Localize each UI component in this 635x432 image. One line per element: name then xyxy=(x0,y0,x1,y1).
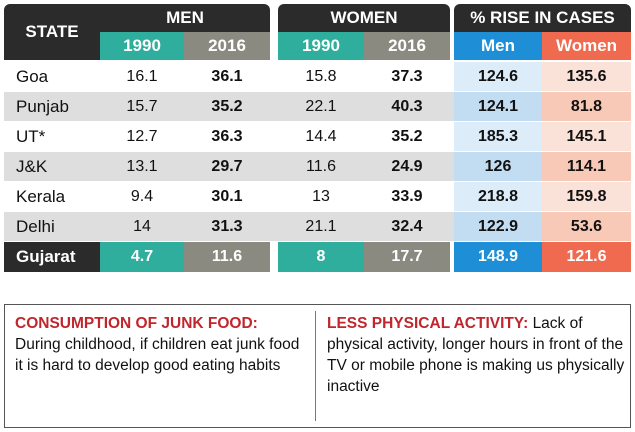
table-cell: 33.9 xyxy=(364,182,450,211)
header-rise: % RISE IN CASES xyxy=(454,4,631,32)
table-cell: 126 xyxy=(454,152,542,181)
group-gap xyxy=(270,122,278,151)
table-cell: 14 xyxy=(100,212,184,241)
table-cell: 37.3 xyxy=(364,62,450,91)
table-cell: 14.4 xyxy=(278,122,364,151)
table-cell: 16.1 xyxy=(100,62,184,91)
group-gap xyxy=(450,242,454,272)
table-cell: 40.3 xyxy=(364,92,450,121)
group-gap xyxy=(270,182,278,211)
group-gap xyxy=(450,122,454,151)
table-cell: 24.9 xyxy=(364,152,450,181)
header-men: MEN xyxy=(100,4,270,32)
subheader-rise-women: Women xyxy=(542,32,631,60)
group-gap xyxy=(450,152,454,181)
notes-box: CONSUMPTION OF JUNK FOOD: During childho… xyxy=(4,304,631,428)
table-cell: 29.7 xyxy=(184,152,270,181)
table-cell: 9.4 xyxy=(100,182,184,211)
table-cell: 124.1 xyxy=(454,92,542,121)
table-cell: 21.1 xyxy=(278,212,364,241)
row-state-label: UT* xyxy=(4,122,100,151)
highlight-state-label: Gujarat xyxy=(4,242,100,272)
subheader-men-2016: 2016 xyxy=(184,32,270,60)
table-cell: 35.2 xyxy=(184,92,270,121)
subheader-women-1990: 1990 xyxy=(278,32,364,60)
note-junk-food-title: CONSUMPTION OF JUNK FOOD: xyxy=(15,315,258,332)
highlight-cell: 121.6 xyxy=(542,242,631,272)
table-cell: 145.1 xyxy=(542,122,631,151)
group-gap xyxy=(450,182,454,211)
group-gap xyxy=(270,62,278,91)
note-physical-activity: LESS PHYSICAL ACTIVITY: Lack of physical… xyxy=(327,313,625,397)
group-gap xyxy=(270,92,278,121)
table-cell: 218.8 xyxy=(454,182,542,211)
data-table: STATE MEN WOMEN% RISE IN CASES 1990 2016 1990… xyxy=(4,4,631,272)
table-cell: 53.6 xyxy=(542,212,631,241)
row-state-label: J&K xyxy=(4,152,100,181)
group-gap xyxy=(450,212,454,241)
note-physical-activity-title: LESS PHYSICAL ACTIVITY: xyxy=(327,315,529,332)
table-cell: 135.6 xyxy=(542,62,631,91)
table-cell: 36.1 xyxy=(184,62,270,91)
table-cell: 15.8 xyxy=(278,62,364,91)
note-junk-food: CONSUMPTION OF JUNK FOOD: During childho… xyxy=(15,313,307,376)
table-cell: 124.6 xyxy=(454,62,542,91)
table-cell: 35.2 xyxy=(364,122,450,151)
subheader-women-2016: 2016 xyxy=(364,32,450,60)
table-cell: 30.1 xyxy=(184,182,270,211)
highlight-cell: 8 xyxy=(278,242,364,272)
table-cell: 185.3 xyxy=(454,122,542,151)
group-gap xyxy=(270,242,278,272)
table-cell: 13.1 xyxy=(100,152,184,181)
row-state-label: Kerala xyxy=(4,182,100,211)
table-cell: 31.3 xyxy=(184,212,270,241)
subheader-men-1990: 1990 xyxy=(100,32,184,60)
row-state-label: Goa xyxy=(4,62,100,91)
table-cell: 159.8 xyxy=(542,182,631,211)
highlight-cell: 17.7 xyxy=(364,242,450,272)
table-cell: 22.1 xyxy=(278,92,364,121)
notes-divider xyxy=(315,311,316,421)
table-cell: 122.9 xyxy=(454,212,542,241)
table-cell: 114.1 xyxy=(542,152,631,181)
highlight-cell: 148.9 xyxy=(454,242,542,272)
note-junk-food-text: During childhood, if children eat junk f… xyxy=(15,336,300,374)
group-gap xyxy=(270,152,278,181)
group-gap xyxy=(450,62,454,91)
table-cell: 11.6 xyxy=(278,152,364,181)
header-women: WOMEN xyxy=(278,4,450,32)
row-state-label: Punjab xyxy=(4,92,100,121)
subheader-rise-men: Men xyxy=(454,32,542,60)
row-state-label: Delhi xyxy=(4,212,100,241)
table-cell: 15.7 xyxy=(100,92,184,121)
table-cell: 81.8 xyxy=(542,92,631,121)
table-cell: 32.4 xyxy=(364,212,450,241)
table-cell: 12.7 xyxy=(100,122,184,151)
header-state: STATE xyxy=(4,4,100,60)
note-physical-activity-text: Lack of physical activity, longer hours … xyxy=(327,315,625,395)
highlight-cell: 4.7 xyxy=(100,242,184,272)
table-cell: 13 xyxy=(278,182,364,211)
highlight-cell: 11.6 xyxy=(184,242,270,272)
group-gap xyxy=(450,92,454,121)
table-cell: 36.3 xyxy=(184,122,270,151)
group-gap xyxy=(270,212,278,241)
